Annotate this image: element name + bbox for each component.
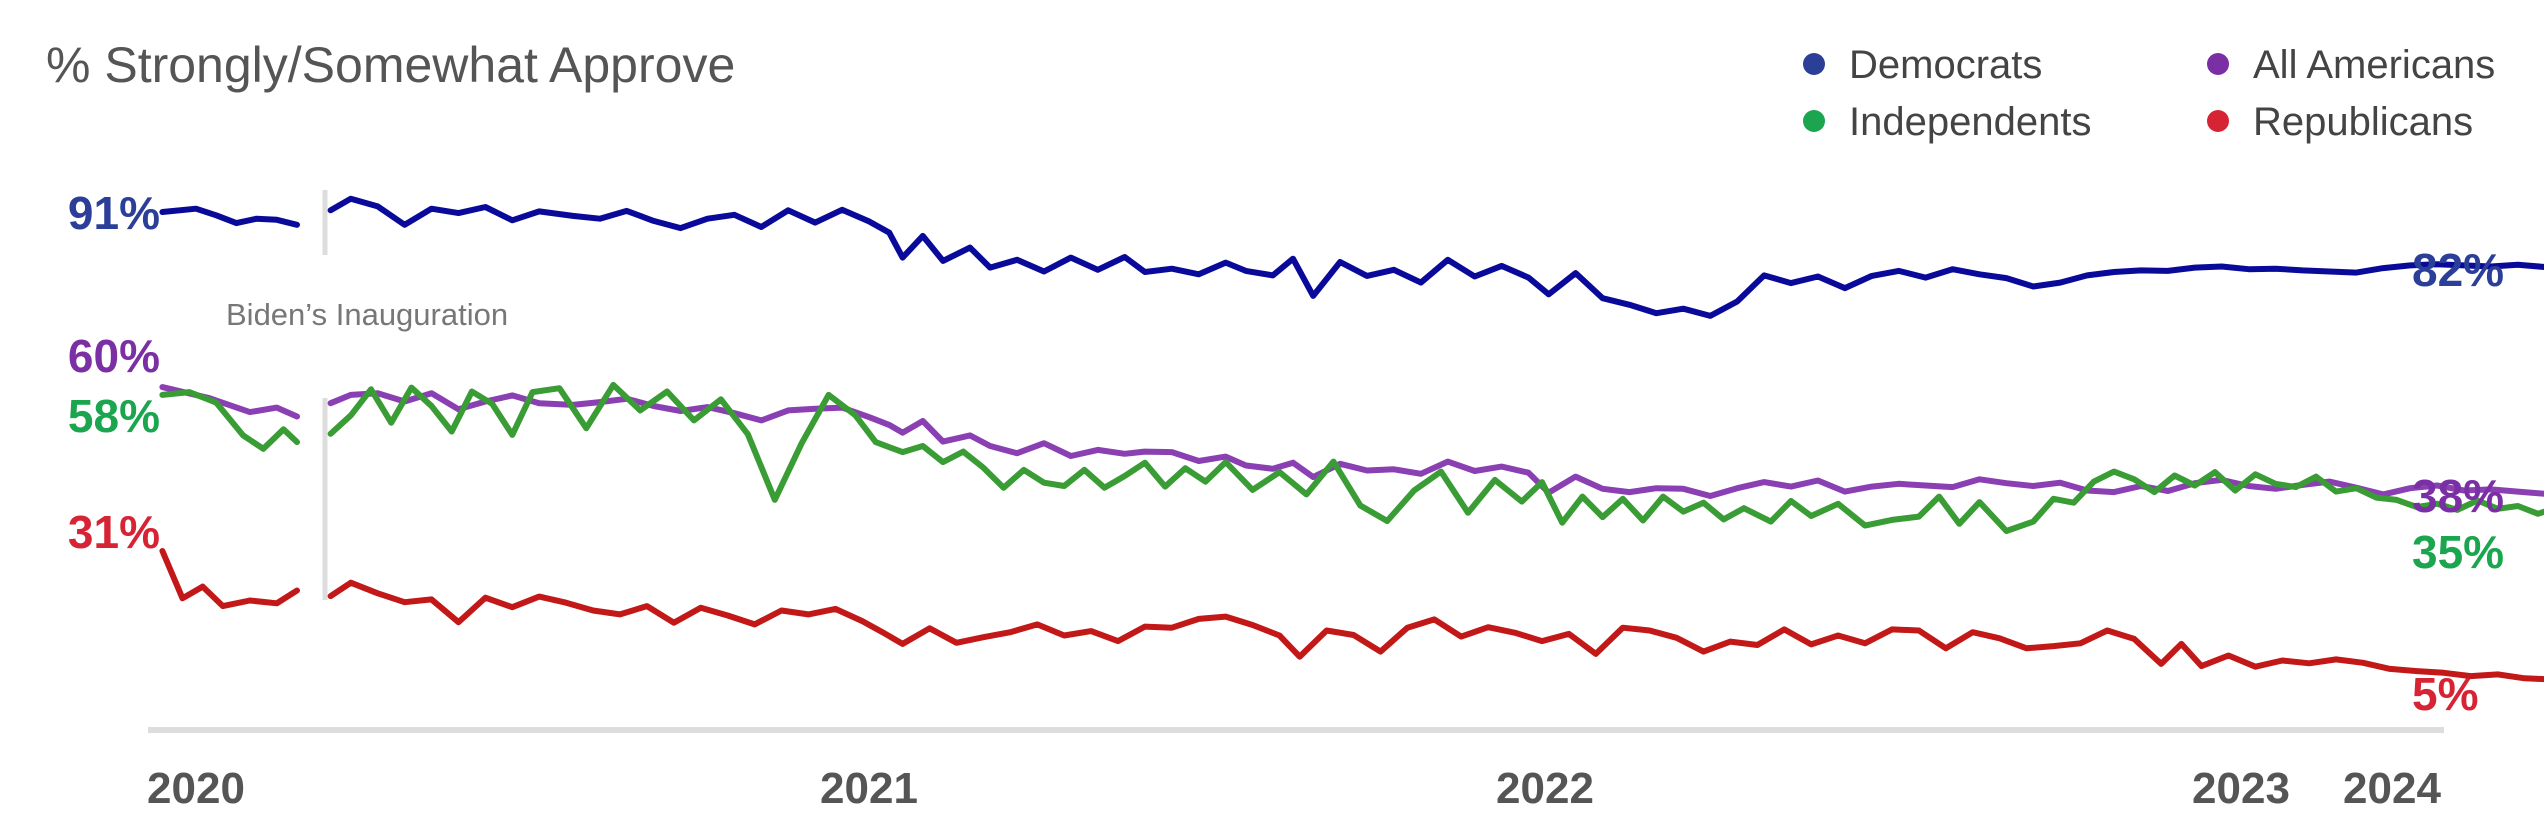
series-lines	[159, 195, 2544, 683]
x-tick-2020: 2020	[147, 764, 245, 813]
series-line-democrats-segment-1	[159, 205, 300, 228]
end-label-republicans: 5%	[2412, 668, 2478, 720]
x-tick-2023: 2023	[2192, 764, 2290, 813]
x-tick-2024: 2024	[2343, 764, 2441, 813]
start-label-independents: 58%	[68, 390, 160, 442]
inauguration-annotation: Biden’s Inauguration	[226, 297, 508, 332]
chart-title: % Strongly/Somewhat Approve	[46, 37, 735, 93]
legend-dot-independents	[1803, 110, 1825, 132]
series-value-labels: 91% 60% 58% 31% 82% 38% 35% 5%	[68, 187, 2504, 720]
series-line-independents-segment-2	[327, 381, 2544, 534]
end-label-democrats: 82%	[2412, 244, 2504, 296]
legend-label-republicans: Republicans	[2253, 100, 2473, 144]
series-line-democrats-segment-2	[327, 195, 2544, 319]
x-tick-2022: 2022	[1496, 764, 1594, 813]
legend-label-independents: Independents	[1849, 100, 2091, 144]
x-axis-ticks: 2020 2021 2022 2023 2024	[147, 764, 2441, 813]
series-line-republicans-segment-2	[327, 579, 2544, 683]
end-label-all-americans: 38%	[2412, 470, 2504, 522]
legend-label-all-americans: All Americans	[2253, 43, 2495, 87]
start-label-democrats: 91%	[68, 187, 160, 239]
legend-dot-democrats	[1803, 53, 1825, 75]
start-label-all-americans: 60%	[68, 330, 160, 382]
start-label-republicans: 31%	[68, 506, 160, 558]
legend-label-democrats: Democrats	[1849, 43, 2042, 87]
end-label-independents: 35%	[2412, 526, 2504, 578]
x-tick-2021: 2021	[820, 764, 918, 813]
legend-item-all-americans: All Americans	[2207, 43, 2495, 87]
legend: Democrats All Americans Independents Rep…	[1803, 43, 2495, 144]
legend-dot-all-americans	[2207, 53, 2229, 75]
legend-item-democrats: Democrats	[1803, 43, 2042, 87]
legend-dot-republicans	[2207, 110, 2229, 132]
series-line-all-americans-segment-2	[327, 390, 2544, 499]
legend-item-republicans: Republicans	[2207, 100, 2473, 144]
series-line-independents-segment-1	[159, 389, 300, 452]
legend-item-independents: Independents	[1803, 100, 2091, 144]
series-line-republicans-segment-1	[159, 548, 300, 610]
